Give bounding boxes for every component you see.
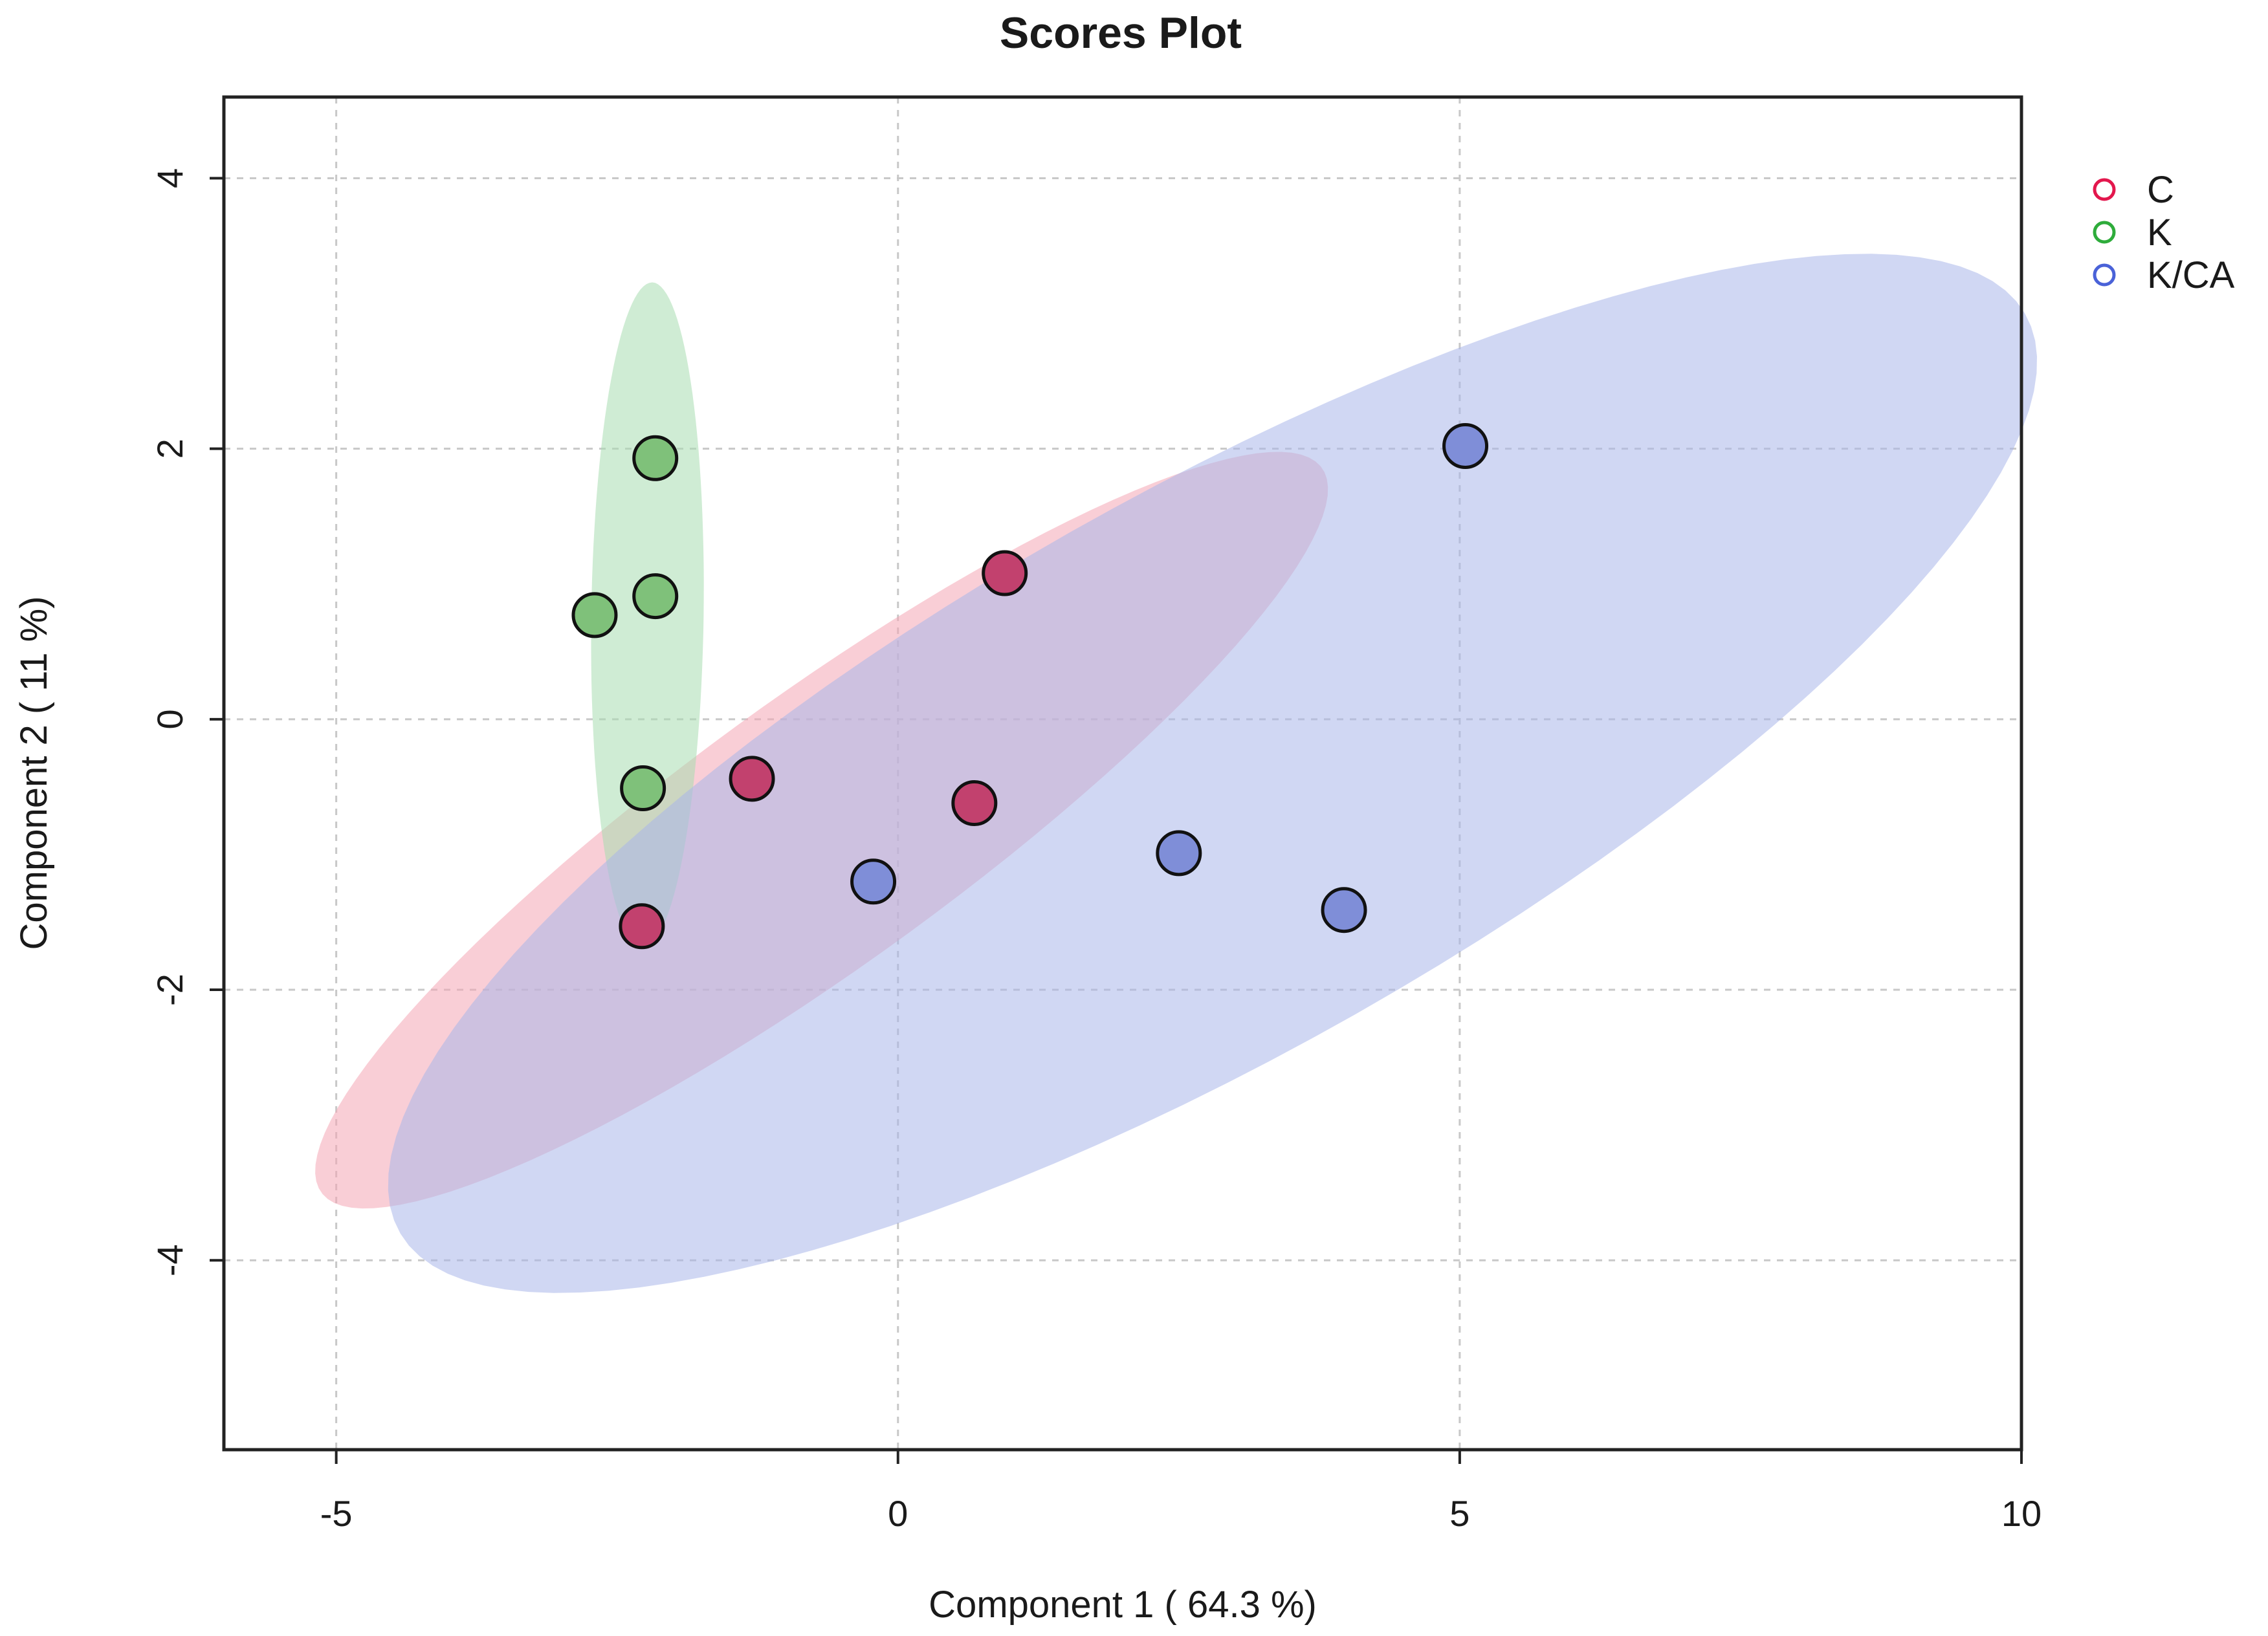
point-c [951, 780, 998, 827]
y-tick-label: 0 [149, 709, 190, 729]
x-tick-label: 0 [888, 1493, 908, 1534]
legend-label: C [2147, 169, 2174, 211]
x-tick-label: 10 [2001, 1493, 2042, 1534]
legend-marker-k-ca [2093, 263, 2116, 287]
ellipse-k-ca [388, 254, 2037, 1293]
legend-marker-c [2093, 178, 2116, 201]
score-points [571, 422, 1489, 950]
point-k [632, 573, 679, 620]
x-tick-label: -5 [320, 1493, 353, 1534]
point-k-ca [850, 858, 897, 905]
y-tick-label: 2 [149, 439, 190, 459]
chart-title: Scores Plot [1000, 8, 1242, 58]
point-c [982, 550, 1028, 596]
point-k [620, 765, 666, 812]
point-k-ca [1321, 887, 1367, 933]
x-axis-label: Component 1 ( 64.3 %) [929, 1584, 1317, 1626]
point-k [632, 435, 679, 481]
point-c [729, 756, 775, 802]
legend-marker-k [2093, 221, 2116, 244]
y-tick-label: -4 [149, 1244, 190, 1276]
legend-label: K/CA [2147, 254, 2235, 296]
x-tick-label: 5 [1449, 1493, 1470, 1534]
y-tick-label: -2 [149, 974, 190, 1006]
point-c [619, 903, 665, 950]
y-axis-label: Component 2 ( 11 %) [13, 596, 55, 950]
point-k-ca [1156, 830, 1202, 877]
plot-frame [222, 95, 2023, 1452]
axes: -5 0 5 10 -4 -2 0 2 4 [149, 168, 2042, 1534]
point-k-ca [1442, 422, 1489, 469]
y-tick-label: 4 [149, 168, 190, 188]
legend-label: K [2147, 212, 2172, 254]
point-k [571, 592, 618, 638]
legend: CKK/CA [2093, 169, 2235, 296]
